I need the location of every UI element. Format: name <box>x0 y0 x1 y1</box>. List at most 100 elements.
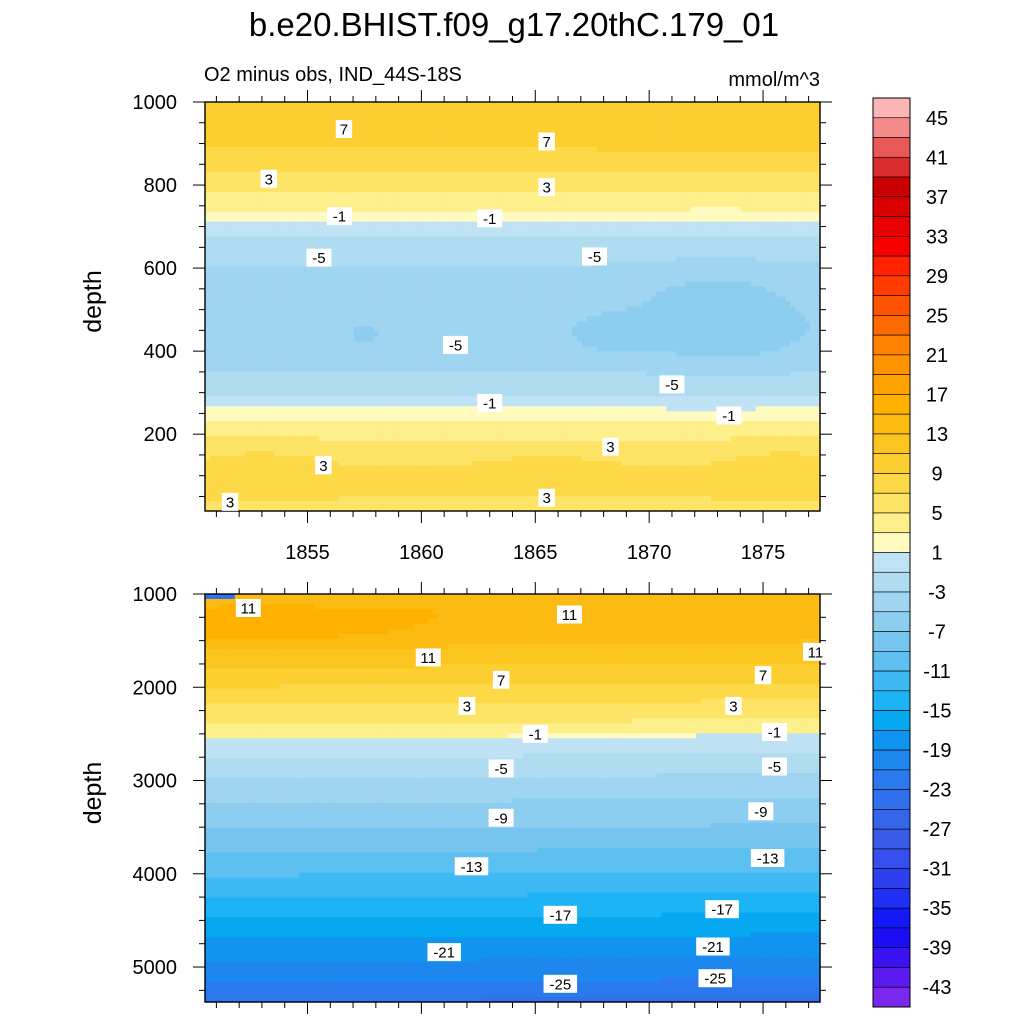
colorbar-tick-label: -35 <box>923 898 952 920</box>
lower-contour-label: -1 <box>522 724 548 743</box>
lower-contour-label: 3 <box>458 696 476 715</box>
upper-contour-label: 3 <box>602 437 619 456</box>
colorbar-swatch <box>872 354 911 375</box>
colorbar-swatch <box>872 196 911 217</box>
lower-y-tick-label: 4000 <box>133 864 178 886</box>
upper-contour-label: -5 <box>443 335 469 354</box>
colorbar-swatch <box>872 730 911 751</box>
colorbar-swatch <box>872 591 911 613</box>
colorbar-swatch <box>872 789 911 810</box>
colorbar-swatch <box>872 394 911 415</box>
colorbar-tick-label: -19 <box>923 740 952 762</box>
upper-y-axis-label: depth <box>79 270 107 333</box>
colorbar-tick-label: -39 <box>923 938 952 960</box>
upper-x-tick-label: 1855 <box>285 542 330 564</box>
lower-contour-label: 3 <box>725 696 742 715</box>
colorbar-tick-label: 1 <box>931 543 942 565</box>
colorbar-swatch <box>872 492 911 514</box>
colorbar-swatch <box>872 611 911 632</box>
colorbar-tick-label: -43 <box>923 977 952 999</box>
upper-y-tick-label: 200 <box>144 424 177 446</box>
upper-contour-label: -5 <box>582 247 607 266</box>
colorbar-swatch <box>872 374 911 395</box>
upper-contour-label: -5 <box>659 375 685 394</box>
colorbar-swatch <box>872 532 911 553</box>
upper-x-tick-label: 1860 <box>399 542 444 564</box>
colorbar-swatch <box>872 176 911 198</box>
colorbar-tick-label: 33 <box>926 226 948 248</box>
colorbar-tick-label: 21 <box>926 345 948 367</box>
lower-contour-label: -9 <box>488 808 514 827</box>
lower-contour-label: 7 <box>492 670 510 689</box>
lower-y-tick-label: 2000 <box>133 677 178 699</box>
colorbar-tick-label: 13 <box>926 424 948 446</box>
upper-contour-label: 3 <box>538 488 555 507</box>
colorbar-tick-label: -11 <box>923 661 950 683</box>
colorbar-tick-label: -31 <box>923 859 952 881</box>
lower-contour-label: -13 <box>750 848 785 867</box>
lower-contour-label: 11 <box>802 642 828 661</box>
lower-y-tick-label: 5000 <box>133 957 178 979</box>
lower-y-tick-label: 3000 <box>133 771 178 793</box>
colorbar-swatch <box>872 651 911 672</box>
lower-panel-contour-fill <box>205 594 821 1003</box>
colorbar-swatch <box>872 295 911 316</box>
lower-contour-label: 11 <box>415 648 441 667</box>
upper-contour-label: 3 <box>260 169 278 188</box>
colorbar-swatch <box>872 690 911 711</box>
lower-contour-label: -21 <box>696 937 730 956</box>
colorbar-swatch <box>872 809 911 830</box>
upper-x-tick-label: 1865 <box>513 542 558 564</box>
colorbar-tick-label: -23 <box>923 780 952 802</box>
colorbar-tick-label: 29 <box>926 266 948 288</box>
colorbar-swatch <box>872 907 911 929</box>
colorbar-swatch <box>872 453 911 474</box>
upper-contour-label: -5 <box>306 248 332 267</box>
colorbar-swatch <box>872 97 911 119</box>
lower-contour-label: -13 <box>454 857 489 876</box>
upper-y-tick-label: 400 <box>144 341 177 363</box>
colorbar-swatch <box>872 334 911 356</box>
colorbar-swatch <box>872 255 911 277</box>
lower-contour-label: -25 <box>698 969 732 988</box>
colorbar-swatch <box>872 769 911 790</box>
upper-contour-label: -1 <box>716 406 742 425</box>
chart-subtitle-left: O2 minus obs, IND_44S-18S <box>204 64 462 86</box>
upper-panel-contour-fill <box>205 102 821 512</box>
colorbar-tick-label: 41 <box>926 147 948 169</box>
chart-title: b.e20.BHIST.f09_g17.20thC.179_01 <box>249 6 779 43</box>
colorbar-swatch <box>872 275 911 296</box>
colorbar-tick-label: -7 <box>928 622 946 644</box>
chart-units-label: mmol/m^3 <box>728 69 820 91</box>
colorbar-swatch <box>872 828 911 850</box>
colorbar-swatch <box>872 710 911 731</box>
colorbar-tick-label: -3 <box>928 582 946 604</box>
colorbar-frame <box>872 97 911 1008</box>
colorbar-tick-label: 45 <box>926 108 948 130</box>
lower-contour-label: 11 <box>556 605 582 624</box>
lower-contour-label: -1 <box>761 723 787 742</box>
upper-y-tick-label: 1000 <box>133 92 178 114</box>
colorbar-swatch <box>872 888 911 909</box>
colorbar-tick-label: 5 <box>931 503 942 525</box>
colorbar-swatch <box>872 236 911 257</box>
lower-contour-label: 11 <box>235 598 261 617</box>
colorbar-swatch <box>872 156 911 178</box>
upper-contour-label: 7 <box>335 119 353 138</box>
lower-contour-label: -21 <box>427 943 461 962</box>
colorbar-swatch <box>872 848 911 869</box>
lower-contour-label: -25 <box>543 974 578 993</box>
colorbar-swatch <box>872 571 911 593</box>
colorbar-swatch <box>872 512 911 534</box>
colorbar-tick-label: 9 <box>931 463 942 485</box>
colorbar-tick-label: -27 <box>923 819 952 841</box>
upper-contour-label: 3 <box>315 456 332 475</box>
colorbar-swatch <box>872 216 911 237</box>
colorbar-swatch <box>872 473 911 494</box>
colorbar-tick-label: 25 <box>926 305 948 327</box>
colorbar-tick-label: 37 <box>926 187 948 209</box>
colorbar-swatch <box>872 552 911 573</box>
colorbar-tick-label: 17 <box>926 384 948 406</box>
colorbar-swatch <box>872 749 911 771</box>
